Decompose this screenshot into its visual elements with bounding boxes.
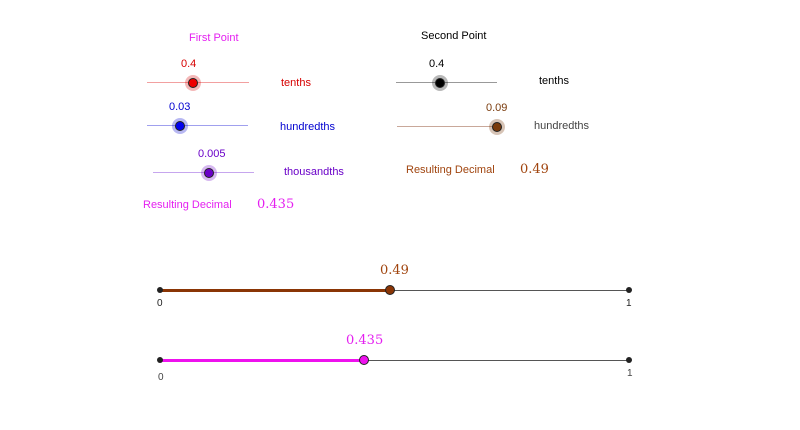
number-line-end-dot: [626, 357, 632, 363]
second-tenths-slider[interactable]: [396, 75, 497, 91]
slider-knob[interactable]: [203, 168, 214, 178]
second-tenths-value: 0.4: [429, 58, 445, 70]
number-line-segment: [160, 359, 364, 362]
slider-track: [153, 172, 254, 173]
slider-track: [397, 126, 498, 127]
number-line-start-dot: [157, 357, 163, 363]
second-hundredths-label: hundredths: [534, 120, 590, 132]
slider-knob[interactable]: [491, 122, 502, 132]
first-hundredths-label: hundredths: [280, 121, 336, 133]
first-thousandths-label: thousandths: [284, 166, 344, 178]
number-line-end-dot: [626, 287, 632, 293]
first-point-header: First Point: [189, 32, 239, 44]
number-line-2-point-label: 0.435: [346, 333, 384, 348]
first-thousandths-value: 0.005: [198, 148, 226, 160]
second-hundredths-value: 0.09: [486, 102, 508, 114]
number-line-1-start-label: 0: [157, 298, 163, 309]
slider-knob[interactable]: [188, 78, 199, 88]
number-line-start-dot: [157, 287, 163, 293]
first-hundredths-value: 0.03: [169, 101, 191, 113]
slider-track: [147, 125, 248, 126]
number-line-2-end-label: 1: [627, 368, 633, 379]
second-result-label: Resulting Decimal: [406, 164, 495, 176]
number-line-1-point-label: 0.49: [380, 263, 409, 278]
slider-knob[interactable]: [175, 121, 186, 131]
number-line-segment: [160, 289, 390, 292]
first-tenths-label: tenths: [281, 77, 311, 89]
first-thousandths-slider[interactable]: [153, 165, 254, 181]
number-line-axis: [160, 360, 629, 361]
second-tenths-label: tenths: [539, 75, 569, 87]
number-line-1-end-label: 1: [626, 298, 632, 309]
second-point-header: Second Point: [421, 30, 487, 42]
first-result-label: Resulting Decimal: [143, 199, 232, 211]
slider-knob[interactable]: [434, 78, 445, 88]
number-line-2-start-label: 0: [158, 372, 164, 383]
first-result-value: 0.435: [257, 197, 295, 212]
second-result-value: 0.49: [520, 162, 549, 177]
second-hundredths-slider[interactable]: [397, 119, 505, 135]
first-tenths-value: 0.4: [181, 58, 197, 70]
number-line-point[interactable]: [359, 355, 369, 365]
first-hundredths-slider[interactable]: [147, 118, 248, 134]
first-tenths-slider[interactable]: [147, 75, 249, 91]
number-line-point[interactable]: [384, 285, 395, 295]
slider-track: [396, 82, 497, 83]
